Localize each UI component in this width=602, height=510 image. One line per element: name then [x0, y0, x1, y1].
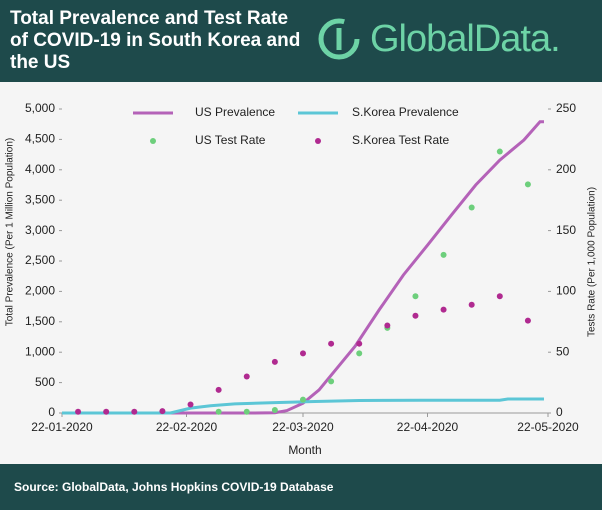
dot: [271, 358, 278, 365]
y-tick-label: 500: [35, 375, 55, 389]
dot: [299, 350, 306, 357]
dot: [328, 378, 335, 385]
legend-swatch: [315, 138, 321, 144]
dot: [356, 340, 363, 347]
y-tick-label: 0: [48, 405, 55, 419]
y-tick-label: 1,500: [25, 314, 55, 328]
y-tick-label: 4,000: [25, 162, 55, 176]
dot: [384, 322, 391, 329]
dot: [496, 148, 503, 155]
chart-title: Total Prevalence and Test Rate of COVID-…: [10, 8, 301, 73]
y-tick-label: 2,000: [25, 284, 55, 298]
dot: [440, 251, 447, 258]
dot: [440, 306, 447, 313]
dot: [271, 406, 278, 413]
dot: [468, 204, 475, 211]
y-tick-label: 2,500: [25, 253, 55, 267]
dot: [75, 408, 82, 415]
legend-label: S.Korea Test Rate: [352, 133, 449, 147]
source: Source: GlobalData, Johns Hopkins COVID-…: [14, 480, 334, 494]
x-tick-label: 22-03-2020: [272, 420, 334, 434]
dot: [215, 386, 222, 393]
y2-tick-label: 0: [556, 405, 563, 419]
dot: [328, 340, 335, 347]
dot: [131, 408, 138, 415]
x-tick-label: 22-02-2020: [156, 420, 218, 434]
legend-label: US Test Rate: [195, 133, 266, 147]
chart: 05001,0001,5002,0002,5003,0003,5004,0004…: [5, 101, 598, 457]
legend-label: US Prevalence: [195, 105, 275, 119]
dot: [496, 293, 503, 300]
dot: [524, 317, 531, 324]
legend-label: S.Korea Prevalence: [352, 105, 459, 119]
x-tick-label: 22-04-2020: [397, 420, 459, 434]
x-tick-label: 22-05-2020: [517, 420, 579, 434]
header: Total Prevalence and Test Rate of COVID-…: [0, 0, 602, 82]
dot: [412, 293, 419, 300]
logo-icon: [318, 18, 360, 60]
y2-tick-label: 50: [556, 344, 570, 358]
x-axis-title: Month: [288, 443, 321, 457]
dot: [412, 312, 419, 319]
dot: [356, 350, 363, 357]
y-tick-label: 5,000: [25, 101, 55, 115]
dot: [159, 408, 166, 415]
y-tick-label: 4,500: [25, 132, 55, 146]
y2-axis-title: Tests Rate (Per 1,000 Population): [587, 187, 598, 337]
dot: [524, 181, 531, 188]
y-tick-label: 1,000: [25, 344, 55, 358]
line: [62, 120, 544, 415]
line: [62, 397, 544, 415]
dot: [215, 408, 222, 415]
y2-tick-label: 150: [556, 223, 576, 237]
dot: [243, 408, 250, 415]
y2-tick-label: 250: [556, 101, 576, 115]
y2-tick-label: 100: [556, 284, 576, 298]
y-tick-label: 3,500: [25, 192, 55, 206]
dot: [468, 301, 475, 308]
x-tick-label: 22-01-2020: [31, 420, 93, 434]
dot: [299, 396, 306, 403]
dot: [187, 401, 194, 408]
footer: Source: GlobalData, Johns Hopkins COVID-…: [0, 464, 602, 510]
y2-tick-label: 200: [556, 162, 576, 176]
dot: [103, 408, 110, 415]
logo: GlobalData.: [370, 18, 561, 60]
legend-swatch: [150, 138, 156, 144]
dot: [243, 373, 250, 380]
y-axis-title: Total Prevalence (Per 1 Million Populati…: [5, 138, 16, 326]
y-tick-label: 3,000: [25, 223, 55, 237]
